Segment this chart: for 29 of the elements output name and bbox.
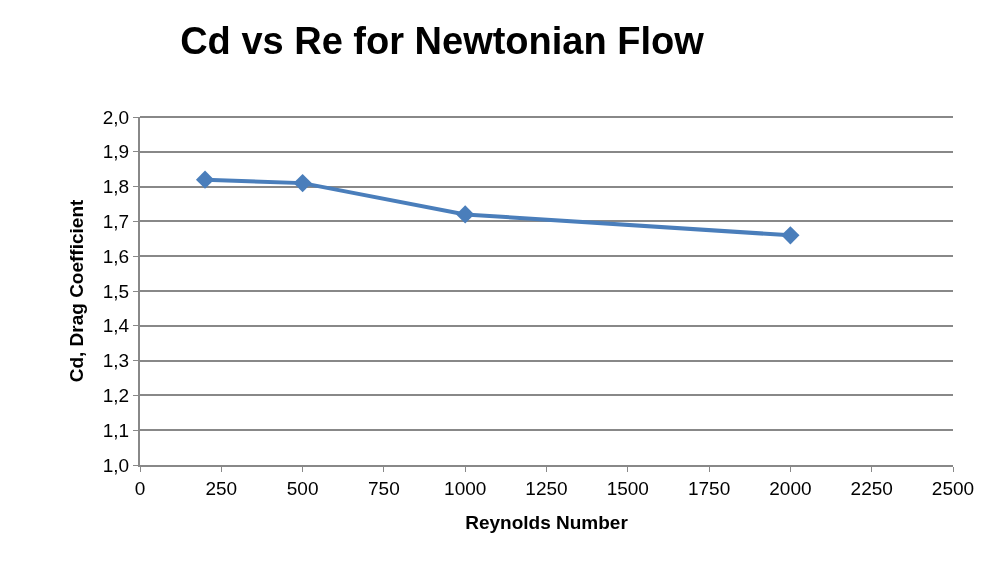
x-tick-label: 250 <box>205 477 238 499</box>
y-axis-title: Cd, Drag Coefficient <box>66 199 88 383</box>
y-tick-label: 1,8 <box>102 176 130 198</box>
x-tick-label: 2500 <box>931 477 975 499</box>
x-tick-label: 500 <box>286 477 319 499</box>
point <box>456 205 475 224</box>
x-tick-label: 0 <box>134 477 146 499</box>
y-tick-label: 1,7 <box>102 211 130 233</box>
y-tick-label: 1,1 <box>102 419 130 441</box>
y-tick-label: 1,4 <box>102 315 130 337</box>
y-tick-label: 1,2 <box>102 385 130 407</box>
x-axis-title: Reynolds Number <box>465 512 629 534</box>
x-tick-label: 1000 <box>444 477 487 499</box>
y-tick-label: 1,0 <box>102 454 130 476</box>
y-tick-label: 2,0 <box>102 106 130 128</box>
y-tick-label: 1,9 <box>102 141 130 163</box>
point <box>195 170 215 189</box>
chart-title: Cd vs Re for Newtonian Flow <box>180 19 705 62</box>
point <box>781 226 800 245</box>
x-tick-label: 1250 <box>525 477 568 499</box>
y-tick-label: 1,3 <box>102 350 130 372</box>
y-tick-label: 1,5 <box>102 280 130 302</box>
x-tick-label: 750 <box>368 477 400 499</box>
x-tick-label: 2000 <box>769 477 812 499</box>
x-tick-label: 1750 <box>687 477 731 499</box>
x-tick-label: 2250 <box>850 477 893 499</box>
y-tick-label: 1,6 <box>102 245 130 267</box>
x-tick-label: 1500 <box>606 477 649 499</box>
point <box>293 174 312 193</box>
